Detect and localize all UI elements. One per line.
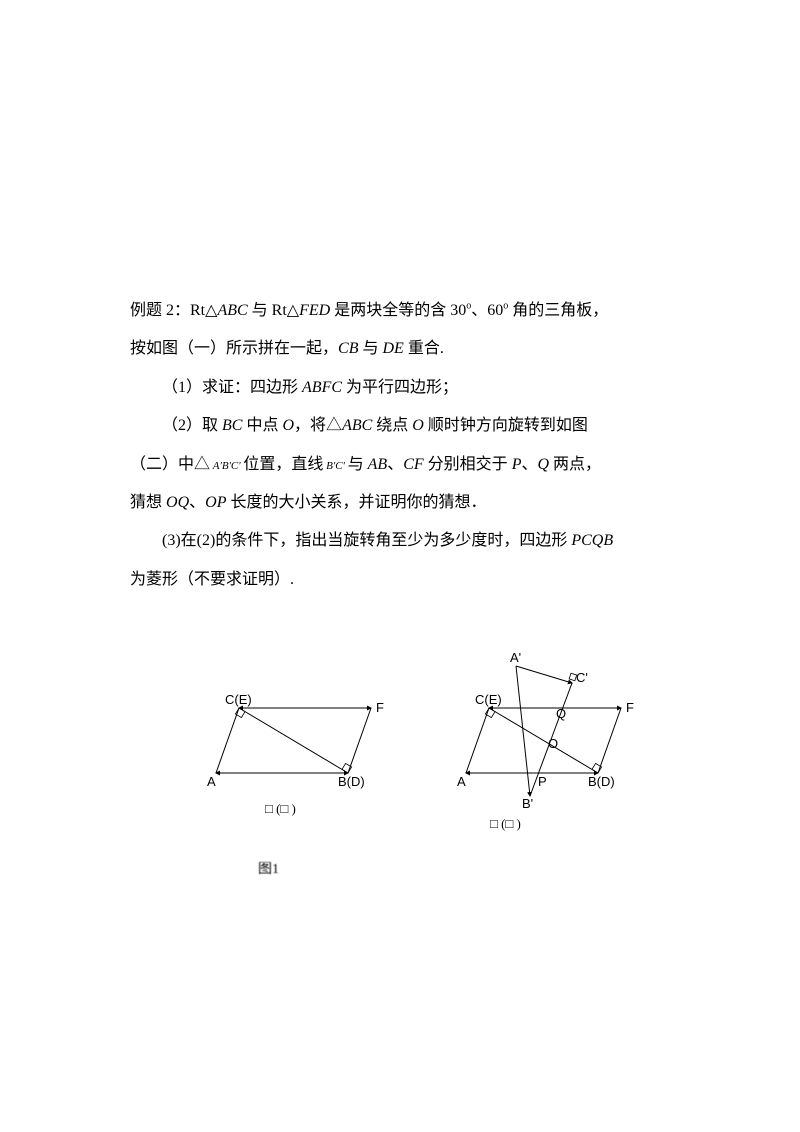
label-F-1: F [376, 700, 384, 715]
label-F-2: F [626, 700, 634, 715]
t-q1it: ABFC [302, 379, 342, 396]
t-q2l2d: 、 [387, 456, 403, 473]
t-q2l2g: 两点， [549, 456, 601, 473]
figure-bottom-label: 图1 [258, 858, 279, 878]
t-q2l2b: 位置，直线 [243, 456, 323, 473]
t-q2it9: OQ [166, 494, 189, 511]
figure-2: C(E) F A B(D) A' C' Q O P B' □ (□ ) [457, 650, 634, 831]
t-q2it5: AB [368, 456, 388, 473]
label-Q: Q [556, 706, 566, 721]
t-q2l2a: （二）中△ [130, 456, 210, 473]
t-q2it7: P [512, 456, 522, 473]
t-q2small1: A'B'C' [210, 460, 243, 472]
t-mid1: 与 Rt△ [248, 302, 299, 319]
label-A-2: A [457, 774, 466, 789]
t-q2a: （2）取 [162, 417, 222, 434]
t-mid2: 是两块全等的含 30 [330, 302, 466, 319]
t-q2it2: O [282, 417, 294, 434]
t-tri1: ABC [217, 302, 247, 319]
t-q3l2: 为菱形（不要求证明）. [130, 571, 294, 588]
t-q2l2e: 分别相交于 [424, 456, 512, 473]
figure-2-caption: □ (□ ) [490, 816, 521, 831]
t-q2small2: B'C' [323, 460, 347, 472]
label-CE-1: C(E) [225, 692, 252, 707]
figure-1: C(E) F A B(D) □ (□ ) [207, 692, 384, 816]
t-l2end: 重合. [404, 340, 444, 357]
question-3-line1: (3)在(2)的条件下，指出当旋转角至少为多少度时，四边形 PCQB [130, 522, 670, 560]
t-l2mid: 与 [358, 340, 382, 357]
t-q3a: (3)在(2)的条件下，指出当旋转角至少为多少度时，四边形 [162, 532, 571, 549]
t-q2l3a: 猜想 [130, 494, 166, 511]
figure-svg: C(E) F A B(D) □ (□ ) C(E) F A B [130, 648, 670, 868]
t-mid4: 角的三角板， [508, 302, 608, 319]
t-q2it6: CF [403, 456, 423, 473]
t-q2c: ，将△ [294, 417, 342, 434]
problem-text: 例题 2：Rt△ABC 与 Rt△FED 是两块全等的含 30o、60o 角的三… [130, 292, 670, 599]
t-l2a: 按如图（一）所示拼在一起， [130, 340, 338, 357]
label-Bp: B' [522, 796, 533, 811]
label-Cp: C' [576, 670, 588, 685]
label-A-1: A [207, 774, 216, 789]
figure-1-caption: □ (□ ) [265, 801, 296, 816]
t-mid3: 、60 [471, 302, 503, 319]
label-BD-2: B(D) [588, 774, 615, 789]
label-O: O [548, 736, 558, 751]
question-2-line1: （2）取 BC 中点 O，将△ABC 绕点 O 顺时钟方向旋转到如图 [130, 407, 670, 445]
label-BD-1: B(D) [338, 774, 365, 789]
label-Ap: A' [510, 650, 521, 665]
t-q2l3c: 长度的大小关系，并证明你的猜想． [226, 494, 486, 511]
t-tri2: FED [299, 302, 330, 319]
t-l2it1: CB [338, 340, 358, 357]
t-q2b: 中点 [242, 417, 282, 434]
t-q1b: 为平行四边形； [342, 379, 458, 396]
t-q3it: PCQB [571, 532, 613, 549]
t-q2it3: ABC [342, 417, 372, 434]
label-P: P [538, 774, 547, 789]
problem-lead-line: 例题 2：Rt△ABC 与 Rt△FED 是两块全等的含 30o、60o 角的三… [130, 292, 670, 330]
t-q2it10: OP [205, 494, 226, 511]
question-1: （1）求证：四边形 ABFC 为平行四边形； [130, 369, 670, 407]
label-CE-2: C(E) [475, 692, 502, 707]
problem-line2: 按如图（一）所示拼在一起，CB 与 DE 重合. [130, 330, 670, 368]
t-lead: 例题 2：Rt△ [130, 302, 217, 319]
t-q2it8: Q [537, 456, 549, 473]
t-q2l2c: 与 [348, 456, 368, 473]
t-q2l3b: 、 [189, 494, 205, 511]
t-q1a: （1）求证：四边形 [162, 379, 302, 396]
t-l2it2: DE [382, 340, 403, 357]
figure-container: C(E) F A B(D) □ (□ ) C(E) F A B [130, 648, 670, 898]
t-q2e: 顺时钟方向旋转到如图 [424, 417, 588, 434]
t-q2d: 绕点 [372, 417, 412, 434]
t-q2it1: BC [222, 417, 242, 434]
question-3-line2: 为菱形（不要求证明）. [130, 561, 670, 599]
t-q2l2f: 、 [521, 456, 537, 473]
question-2-line2: （二）中△ A'B'C' 位置，直线 B'C' 与 AB、CF 分别相交于 P、… [130, 446, 670, 484]
question-2-line3: 猜想 OQ、OP 长度的大小关系，并证明你的猜想． [130, 484, 670, 522]
t-q2it4: O [412, 417, 424, 434]
